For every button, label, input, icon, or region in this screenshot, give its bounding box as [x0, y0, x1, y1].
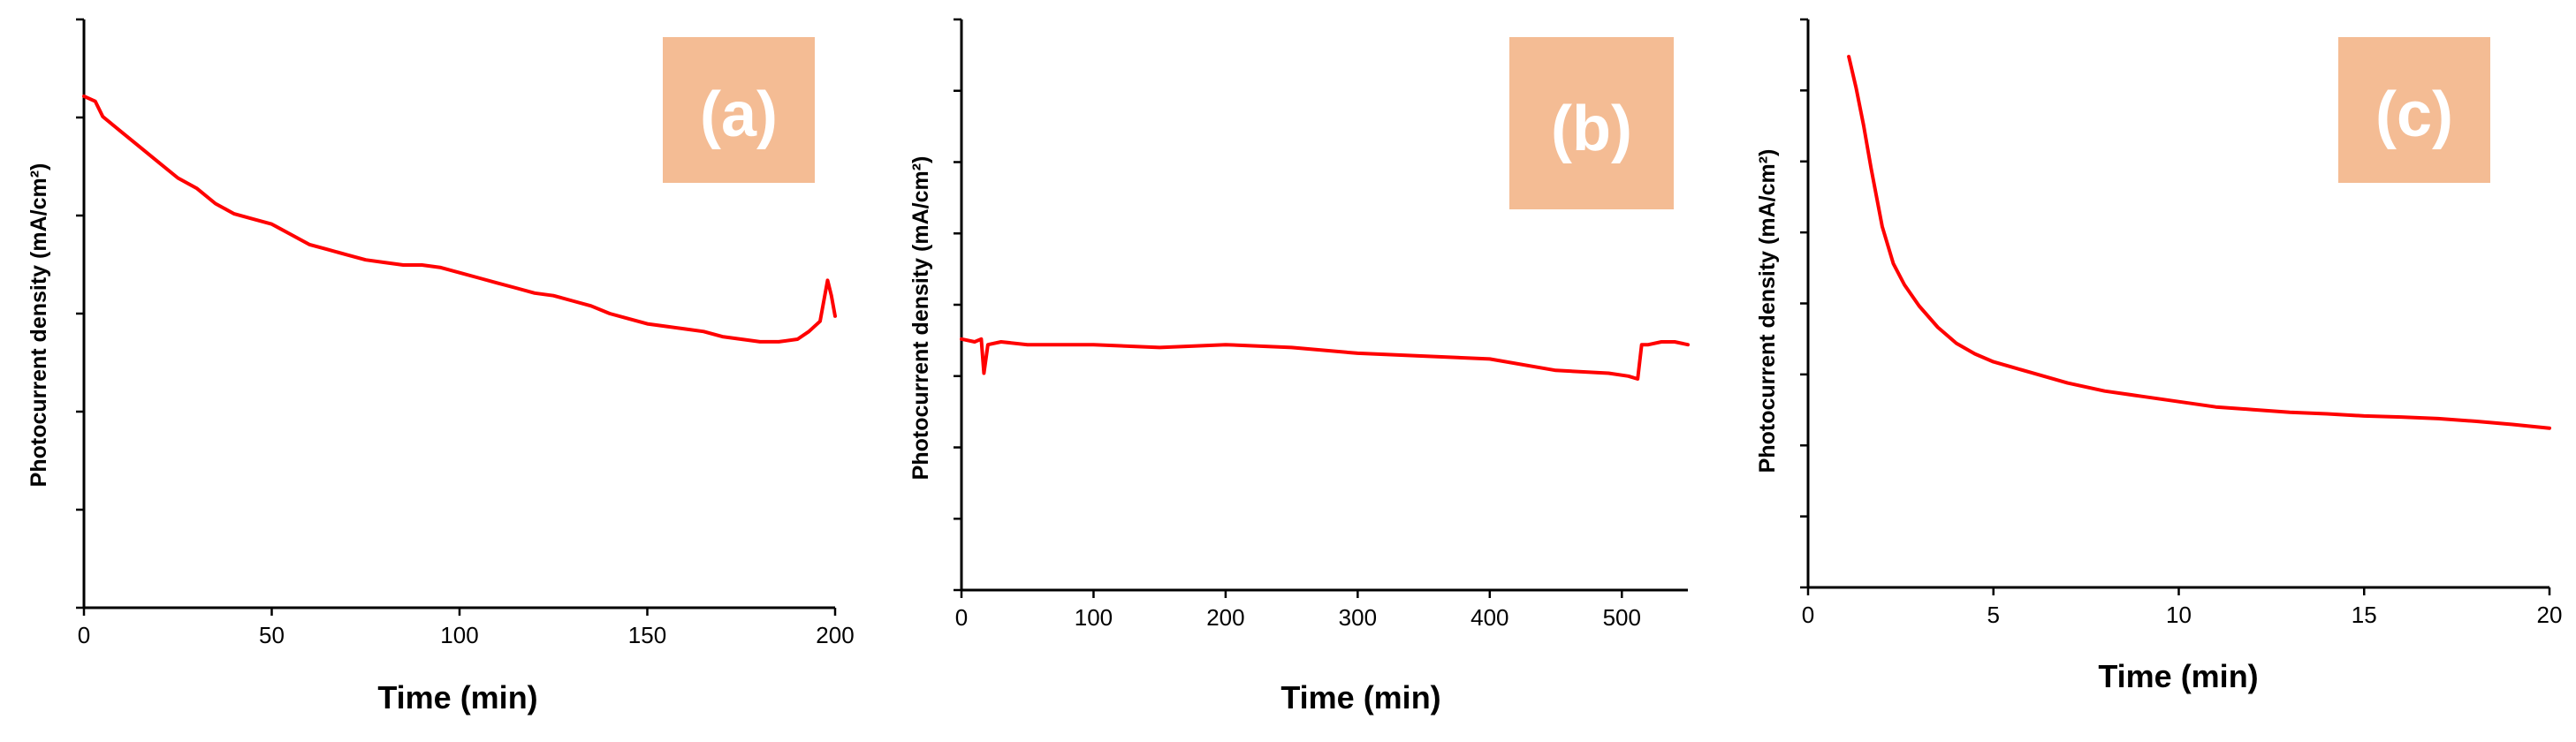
x-axis-title: Time (min) [1280, 679, 1440, 716]
panel-c: Photocurrent density (mA/cm²) Time (min)… [1755, 18, 2563, 694]
x-tick-label: 500 [1603, 604, 1641, 631]
panel-label: (b) [1551, 94, 1632, 164]
x-tick-label: 20 [2537, 602, 2563, 628]
x-tick-label: 300 [1339, 604, 1377, 631]
x-tick-label: 10 [2166, 602, 2192, 628]
x-tick-label: 100 [1075, 604, 1113, 631]
series-line [1847, 55, 2551, 430]
x-tick-label: 0 [78, 622, 90, 648]
panel-label-background [2338, 37, 2490, 183]
x-tick-label: 5 [1987, 602, 2000, 628]
y-axis-title: Photocurrent density (mA/cm²) [908, 156, 933, 481]
x-tick-label: 100 [440, 622, 478, 648]
y-axis-title: Photocurrent density (mA/cm²) [1755, 149, 1780, 473]
x-tick-label: 200 [1206, 604, 1244, 631]
panel-label-box: (a) [663, 37, 815, 183]
panel-b: Photocurrent density (mA/cm²) Time (min)… [908, 18, 1690, 716]
panel-label: (a) [700, 80, 778, 150]
x-tick-label: 50 [259, 622, 285, 648]
x-tick-label: 0 [1802, 602, 1814, 628]
x-tick-label: 150 [628, 622, 666, 648]
series-line [960, 337, 1690, 381]
x-tick-label: 15 [2352, 602, 2377, 628]
panel-label: (c) [2375, 80, 2453, 150]
x-axis-title: Time (min) [377, 679, 537, 716]
x-tick-label: 200 [816, 622, 854, 648]
panel-label-box: (c) [2338, 37, 2490, 183]
series-line [82, 94, 837, 344]
panel-label-background [1509, 37, 1674, 209]
x-tick-label: 400 [1470, 604, 1508, 631]
x-tick-label: 0 [955, 604, 968, 631]
x-axis-title: Time (min) [2098, 658, 2258, 694]
panel-label-background [663, 37, 815, 183]
y-axis-title: Photocurrent density (mA/cm²) [27, 163, 51, 488]
panel-a: Photocurrent density (mA/cm²) Time (min)… [27, 18, 855, 716]
panel-label-box: (b) [1509, 37, 1674, 209]
